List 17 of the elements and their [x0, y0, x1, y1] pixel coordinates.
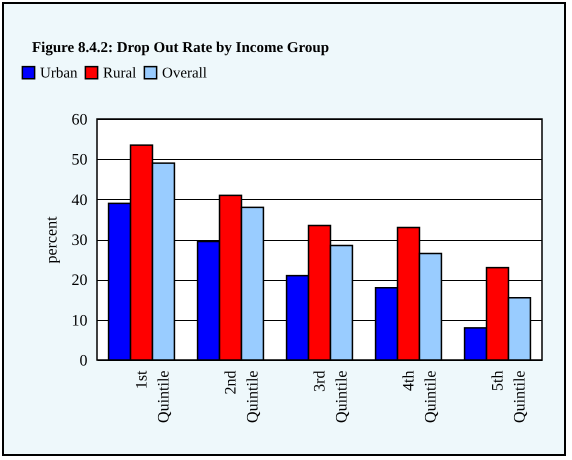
legend-label: Urban [40, 66, 78, 82]
chart-title: Figure 8.4.2: Drop Out Rate by Income Group [32, 40, 330, 56]
x-tick-label: 4th Quintile [400, 370, 440, 423]
x-tick-label: 5th Quintile [490, 370, 528, 423]
legend-label: Overall [162, 66, 207, 82]
y-axis-title: percent [44, 216, 60, 264]
y-tick-label: 60 [72, 112, 88, 128]
x-tick-label: 3rd Quintile [312, 370, 350, 423]
y-tick-label: 50 [72, 152, 88, 169]
y-tick-label: 40 [72, 192, 88, 209]
y-tick-label: 10 [72, 312, 88, 330]
y-tick-label: 30 [72, 232, 88, 249]
legend-label: Rural [103, 66, 136, 82]
x-tick-label: 1st Quintile [134, 370, 172, 423]
x-tick-label: 2nd Quintile [222, 370, 262, 423]
y-tick-label: 0 [80, 352, 88, 370]
y-tick-label: 20 [72, 272, 88, 290]
